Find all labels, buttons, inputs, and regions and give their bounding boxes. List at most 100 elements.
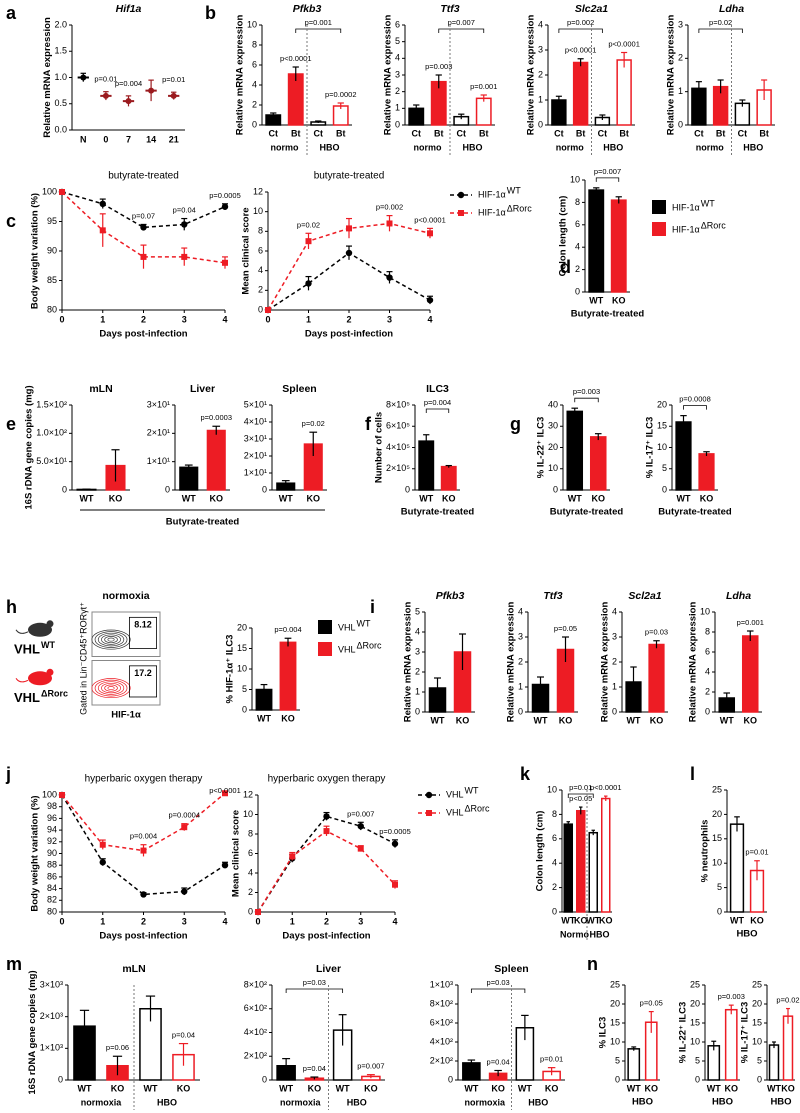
y-tick-label: 20 (712, 809, 722, 819)
subplot-title: normoxia (102, 590, 149, 602)
p-value: p=0.003 (718, 992, 745, 1001)
x-tick-label: KO (725, 1083, 739, 1093)
x-tick-label: 2 (324, 916, 329, 926)
panel-letter: b (205, 3, 216, 23)
y-tick-label: 5 (757, 1055, 762, 1065)
y-tick-label: 2 (415, 666, 420, 676)
x-tick-label: 4 (427, 314, 432, 324)
x-tick-label: WT (534, 715, 548, 725)
y-tick-label: 2 (248, 887, 253, 897)
y-tick-label: 84 (47, 883, 57, 893)
flow-plot (91, 660, 161, 706)
panel-letter: m (6, 954, 22, 974)
y-tick-label: 2×10¹ (147, 428, 170, 438)
y-tick-label: 20 (657, 399, 667, 409)
x-tick-label: Ct (412, 128, 422, 138)
bar (179, 466, 199, 491)
x-axis-label: Days post-infection (99, 329, 187, 340)
y-axis-label: Relative mRNA expression (383, 15, 394, 136)
x-tick-label: KO (574, 915, 588, 925)
marker (181, 253, 188, 260)
y-axis-label: Body weight variation (%) (29, 193, 40, 309)
series-line (61, 191, 226, 229)
bar (698, 453, 715, 491)
y-tick-label: 100 (42, 186, 57, 196)
y-tick-label: 10 (547, 784, 557, 794)
x-tick-label: KO (364, 1083, 378, 1093)
subplot-title: ILC3 (426, 383, 449, 395)
marker (391, 840, 399, 847)
y-tick-label: 0 (242, 704, 247, 714)
y-tick-label: 0 (252, 119, 257, 129)
y-tick-label: 100 (42, 789, 57, 799)
bracket (295, 28, 342, 33)
x-tick-label: Ct (694, 128, 704, 138)
y-tick-label: 0 (518, 706, 523, 716)
y-tick-label: 10 (657, 442, 667, 452)
legend-marker (457, 191, 465, 199)
y-tick-label: 1×10¹ (244, 467, 267, 477)
contour (91, 629, 131, 650)
x-tick-label: 7 (126, 134, 131, 144)
x-tick-label: WT (78, 1083, 92, 1093)
y-axis-label: Relative mRNA expression (688, 602, 699, 723)
y-tick-label: 10 (570, 174, 580, 184)
x-tick-label: 1 (100, 314, 105, 324)
bracket (425, 408, 450, 413)
x-tick-label: Ct (738, 128, 748, 138)
y-tick-label: 0 (258, 304, 263, 314)
x-tick-label: WT (279, 493, 293, 503)
p-value: p=0.004 (115, 79, 142, 88)
y-tick-label: 3 (678, 19, 683, 29)
subplot-title: Scl2a1 (628, 590, 661, 602)
y-tick-label: 5 (415, 606, 420, 616)
bracket-label: p=0.003 (573, 387, 600, 396)
y-tick-label: 0 (262, 484, 267, 494)
bar (576, 809, 586, 913)
panel-letter: a (6, 3, 17, 23)
contour (101, 634, 121, 645)
x-tick-label: KO (491, 1083, 505, 1093)
marker (392, 881, 398, 888)
contour (107, 686, 115, 691)
x-axis-label: HBO (770, 1097, 791, 1108)
x-tick-label: 0 (59, 314, 64, 324)
marker (305, 238, 312, 245)
x-tick-label: Bt (716, 128, 726, 138)
y-tick-label: 10 (247, 19, 257, 29)
p-value: p=0.01 (162, 75, 185, 84)
group-label: HBO (347, 1097, 367, 1107)
subplot-title: Slc2a1 (575, 3, 608, 15)
y-tick-label: 0 (757, 1074, 762, 1084)
bar (572, 61, 589, 126)
marker (386, 274, 393, 281)
bracket-label: p=0.002 (567, 18, 594, 27)
y-tick-label: 5 (695, 1055, 700, 1065)
y-tick-label: 4 (538, 19, 543, 29)
y-tick-label: 3×10¹ (147, 399, 170, 409)
y-axis-label: % neutrophils (700, 820, 711, 883)
x-tick-label: KO (781, 1083, 795, 1093)
y-tick-label: 10 (712, 858, 722, 868)
superscript: ΔRorc (41, 689, 68, 699)
p-value: p=0.07 (132, 211, 155, 220)
marker (140, 847, 147, 854)
subplot-title: Pfkb3 (293, 3, 322, 15)
y-tick-label: 94 (47, 824, 57, 834)
x-axis-label: Butyrate-treated (658, 507, 732, 518)
legend-swatch (318, 642, 332, 656)
y-tick-label: 1×10³ (40, 1043, 63, 1053)
y-tick-label: 80 (47, 906, 57, 916)
y-tick-label: 8×10² (430, 998, 453, 1008)
legend-label: VHL (446, 807, 464, 817)
marker (345, 249, 353, 257)
bar (627, 1048, 641, 1081)
superscript: WT (357, 618, 371, 628)
legend-label: HIF-1α (672, 224, 700, 234)
bar (782, 1015, 794, 1081)
bar (724, 1008, 738, 1081)
y-tick-label: 8 (552, 809, 557, 819)
gate (128, 665, 157, 698)
subplot-title: Hif1a (116, 3, 142, 15)
y-tick-label: 6×10⁵ (386, 421, 410, 431)
